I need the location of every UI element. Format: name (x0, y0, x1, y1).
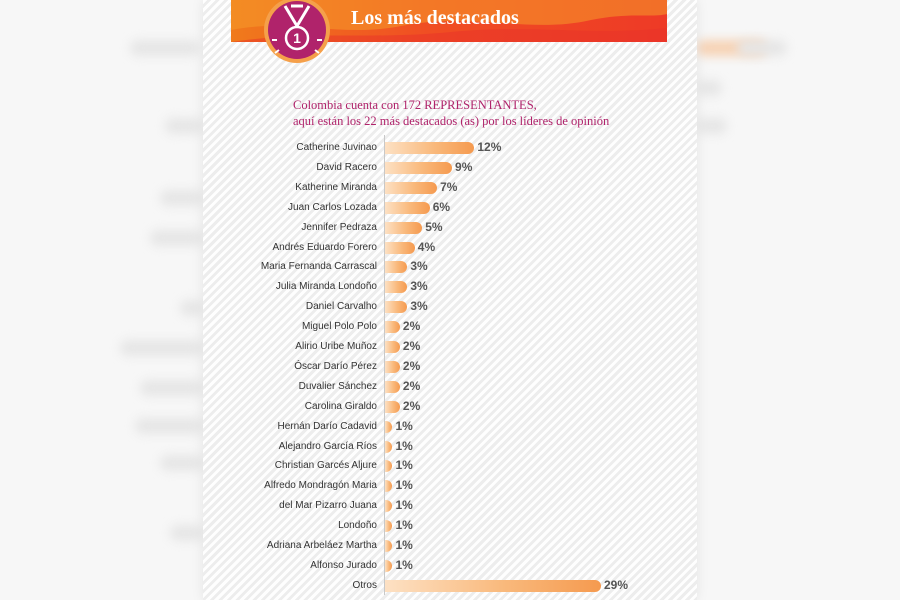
bar (385, 341, 400, 353)
category-label: Maria Fernanda Carrascal (260, 261, 377, 273)
value-label: 1% (395, 438, 413, 453)
value-label: 2% (402, 378, 421, 393)
bar (385, 420, 393, 433)
category-label: Alfredo Mondragón Maria (264, 480, 377, 492)
value-label: 1% (395, 478, 413, 493)
value-label: 5% (425, 219, 443, 234)
category-label: Duvalier Sánchez (298, 380, 377, 392)
category-label: Jennifer Pedraza (301, 221, 377, 233)
value-label: 2% (402, 398, 421, 413)
category-label: Andrés Eduardo Forero (272, 241, 377, 253)
category-label: Katherine Miranda (295, 181, 377, 193)
bar (385, 380, 400, 393)
bar (385, 301, 408, 314)
value-label: 1% (395, 538, 413, 552)
striped-background (203, 0, 697, 600)
bar (385, 360, 400, 373)
bar (385, 181, 438, 194)
subtitle-line-2: aquí están los 22 más destacados (as) po… (293, 114, 610, 128)
bar (385, 161, 453, 174)
value-label: 6% (432, 199, 451, 214)
value-label: 2% (402, 339, 421, 353)
value-label: 3% (410, 279, 428, 294)
bar (385, 241, 415, 254)
value-label: 7% (440, 179, 458, 194)
background-left-panel (0, 0, 203, 600)
category-label: Óscar Darío Pérez (294, 360, 377, 372)
category-label: Miguel Polo Polo (301, 321, 377, 333)
category-label: Londoño (338, 520, 377, 532)
category-label: Christian Garcés Aljure (274, 460, 377, 472)
bar (385, 142, 475, 154)
page-title: Los más destacados (351, 7, 519, 29)
bar (385, 460, 393, 473)
value-label: 9% (455, 159, 473, 174)
chart-axis-line (384, 135, 385, 595)
bar (385, 520, 393, 533)
value-label: 1% (395, 557, 413, 572)
category-label: Carolina Giraldo (304, 400, 377, 412)
bar (385, 500, 393, 513)
bar (385, 559, 393, 572)
value-label: 4% (417, 239, 436, 254)
category-label: Catherine Juvinao (296, 142, 377, 153)
bar (385, 261, 408, 274)
category-label: Otros (352, 579, 377, 591)
medal-number: 1 (293, 30, 301, 46)
header-wave-decoration (231, 0, 667, 42)
bar (385, 579, 601, 592)
infographic-card: Los más destacados 1 Colombia cuenta con… (203, 0, 697, 600)
category-label: David Racero (316, 161, 377, 173)
subtitle-line-1: Colombia cuenta con 172 REPRESENTANTES, (293, 98, 537, 112)
value-label: 3% (410, 259, 428, 274)
value-label: 1% (395, 458, 413, 473)
bar (385, 400, 400, 413)
category-label: del Mar Pizarro Juana (279, 500, 377, 512)
bar (385, 540, 393, 552)
bar (385, 480, 393, 493)
value-label: 3% (410, 299, 428, 314)
value-label: 2% (402, 358, 421, 373)
bar (385, 440, 393, 453)
value-label: 1% (395, 498, 413, 513)
category-label: Juan Carlos Lozada (288, 201, 377, 213)
category-label: Hernán Darío Cadavid (277, 420, 378, 432)
chart-subtitle: Colombia cuenta con 172 REPRESENTANTES, … (293, 97, 623, 129)
category-label: Adriana Arbeláez Martha (266, 540, 377, 551)
category-label: Alirio Uribe Muñoz (295, 341, 377, 352)
background-right-panel (697, 0, 900, 600)
bar (385, 221, 423, 234)
value-label: 2% (402, 319, 421, 334)
category-label: Alejandro García Ríos (278, 440, 377, 452)
value-label: 1% (395, 418, 413, 433)
value-label: 29% (604, 577, 629, 592)
bar-chart: Catherine Juvinao 12% David Racero 9% Kather… (203, 0, 697, 600)
category-label: Julia Miranda Londoño (275, 281, 377, 293)
bar (385, 281, 408, 294)
category-label: Daniel Carvalho (305, 301, 377, 313)
bar (385, 201, 430, 214)
bar (385, 321, 400, 334)
medal-icon: 1 (264, 0, 330, 63)
category-label: Alfonso Jurado (310, 559, 377, 571)
value-label: 1% (395, 518, 413, 533)
value-label: 12% (477, 140, 502, 154)
